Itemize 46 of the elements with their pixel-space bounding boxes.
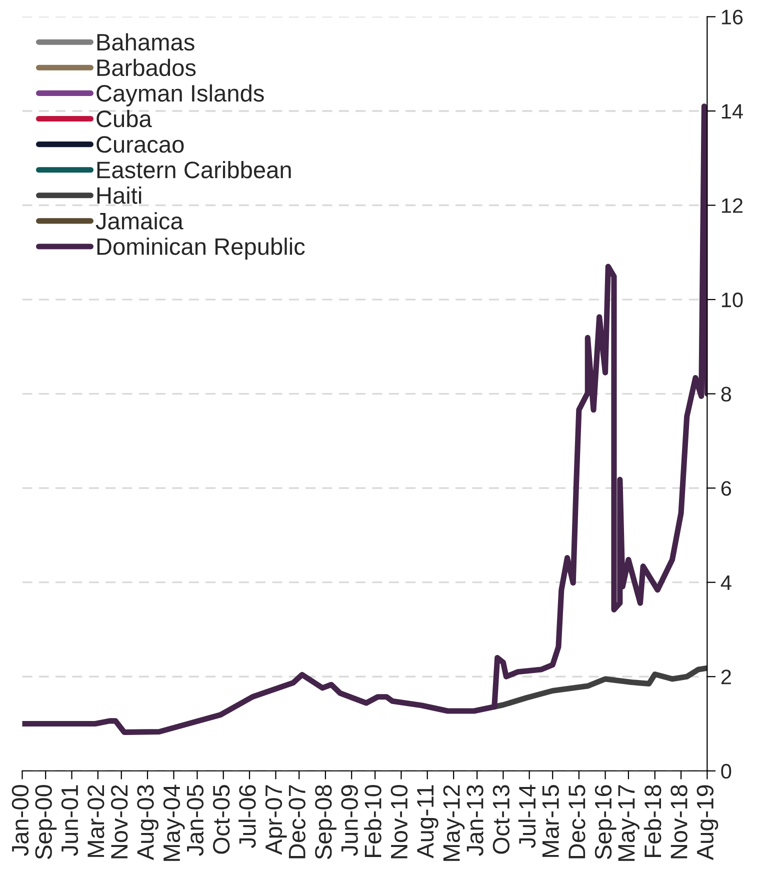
- x-tick-label: Oct-05: [212, 785, 230, 854]
- x-tick-label: Oct-13: [492, 785, 510, 854]
- x-tick-label: Mar-02: [88, 785, 104, 857]
- x-tick-label: Jan-13: [466, 785, 484, 856]
- x-tick-label: May-04: [163, 784, 185, 861]
- y-tick-label: 12: [722, 198, 742, 213]
- x-tick-label: Apr-07: [265, 785, 287, 855]
- x-tick-label: Aug-03: [137, 785, 159, 860]
- x-tick-label: Sep-08: [315, 785, 336, 860]
- y-tick-label: 2: [721, 670, 731, 684]
- x-tick-label: Jul-14: [518, 784, 536, 848]
- x-tick-label: Nov-18: [670, 785, 688, 858]
- legend-label: Dominican Republic: [97, 238, 305, 260]
- legend-label: Cayman Islands: [96, 84, 264, 106]
- legend-label: Jamaica: [96, 212, 184, 230]
- legend-label: Curacao: [96, 136, 184, 153]
- y-tick-label: 16: [722, 10, 743, 24]
- legend-label: Cuba: [96, 110, 152, 128]
- x-tick-label: Feb-10: [364, 784, 382, 857]
- legend-label: Eastern Caribbean: [97, 161, 291, 178]
- x-tick-label: Nov-10: [390, 784, 408, 858]
- x-tick-label: Jan-05: [186, 785, 204, 856]
- x-tick-label: Mar-15: [542, 785, 559, 857]
- y-tick-label: 14: [722, 104, 743, 119]
- x-tick-label: Nov-02: [110, 785, 128, 858]
- x-tick-label: Dec-07: [288, 785, 306, 858]
- x-tick-label: Jan-00: [12, 784, 29, 856]
- y-tick-label: 10: [722, 292, 743, 308]
- x-tick-label: Jul-06: [238, 785, 256, 848]
- x-tick-label: Aug-11: [417, 785, 438, 858]
- x-tick-label: Dec-15: [568, 785, 586, 858]
- legend-label: Barbados: [97, 58, 196, 76]
- x-tick-label: Sep-00: [35, 784, 57, 860]
- legend-label: Bahamas: [97, 33, 194, 51]
- x-tick-label: Jun-01: [61, 785, 78, 856]
- legend-label: Haiti: [97, 186, 142, 204]
- x-tick-label: May-17: [618, 785, 640, 861]
- x-tick-label: Aug-19: [696, 785, 718, 860]
- y-tick-label: 0: [721, 764, 732, 779]
- x-tick-label: Feb-18: [644, 785, 662, 857]
- y-tick-label: 6: [721, 481, 732, 496]
- x-tick-label: Jun-09: [341, 785, 358, 856]
- x-tick-label: May-12: [443, 785, 465, 861]
- y-tick-label: 8: [721, 386, 732, 402]
- y-tick-label: 4: [720, 576, 732, 590]
- x-tick-label: Sep-16: [594, 785, 616, 860]
